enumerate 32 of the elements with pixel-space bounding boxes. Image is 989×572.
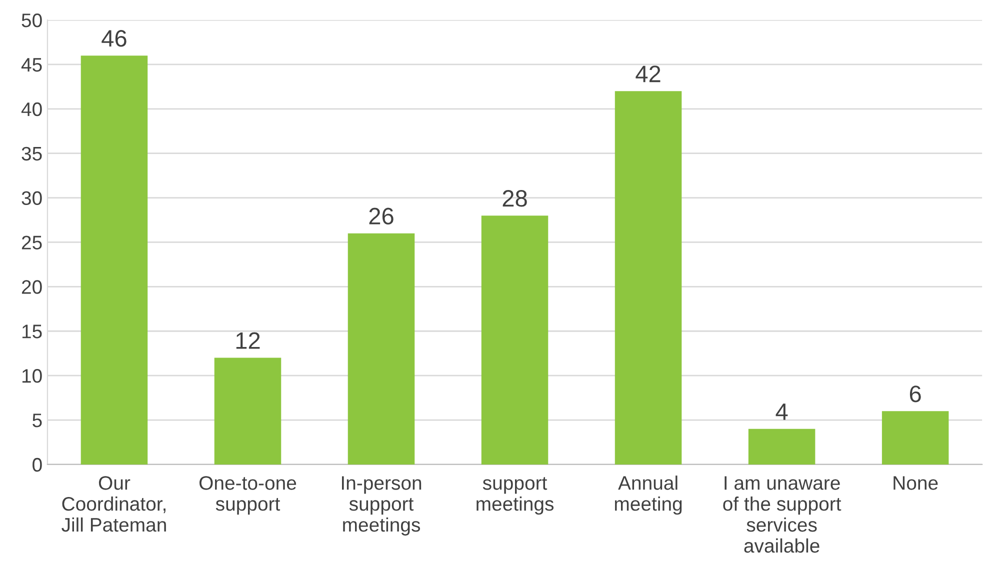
x-tick-label: I am unaware of the support services available [723, 476, 842, 553]
data-label: 26 [369, 208, 394, 225]
x-tick-label: Our Coordinator, Jill Pateman [62, 476, 166, 532]
data-label: 42 [636, 66, 660, 82]
bar [348, 233, 415, 464]
data-label: 4 [776, 404, 788, 420]
x-tick-label: support meetings [476, 477, 554, 515]
data-label: 28 [502, 190, 527, 207]
y-tick-label: 45 [21, 58, 42, 72]
y-tick-label: 40 [21, 102, 42, 116]
y-tick-label: 35 [22, 146, 42, 161]
x-tick-label: None [894, 476, 938, 490]
y-tick-label: 30 [22, 191, 42, 206]
y-tick-label: 5 [32, 414, 42, 428]
bar [481, 216, 548, 464]
data-label: 12 [236, 332, 260, 349]
y-tick-label: 10 [22, 369, 42, 383]
y-tick-label: 15 [22, 324, 42, 338]
data-label: 46 [102, 30, 126, 47]
x-tick-label: One-to-one support [199, 476, 296, 515]
bar [214, 358, 282, 464]
bar [882, 411, 949, 464]
bar [614, 91, 682, 464]
bar [80, 56, 148, 464]
y-tick-label: 0 [32, 458, 42, 472]
x-tick-label: In-person support meetings [342, 476, 422, 536]
y-tick-label: 20 [22, 280, 42, 294]
y-tick-label: 50 [22, 13, 42, 28]
bar [748, 428, 816, 464]
y-tick-label: 25 [22, 236, 42, 250]
data-label: 6 [910, 386, 921, 402]
x-tick-label: Annual meeting [614, 476, 682, 515]
